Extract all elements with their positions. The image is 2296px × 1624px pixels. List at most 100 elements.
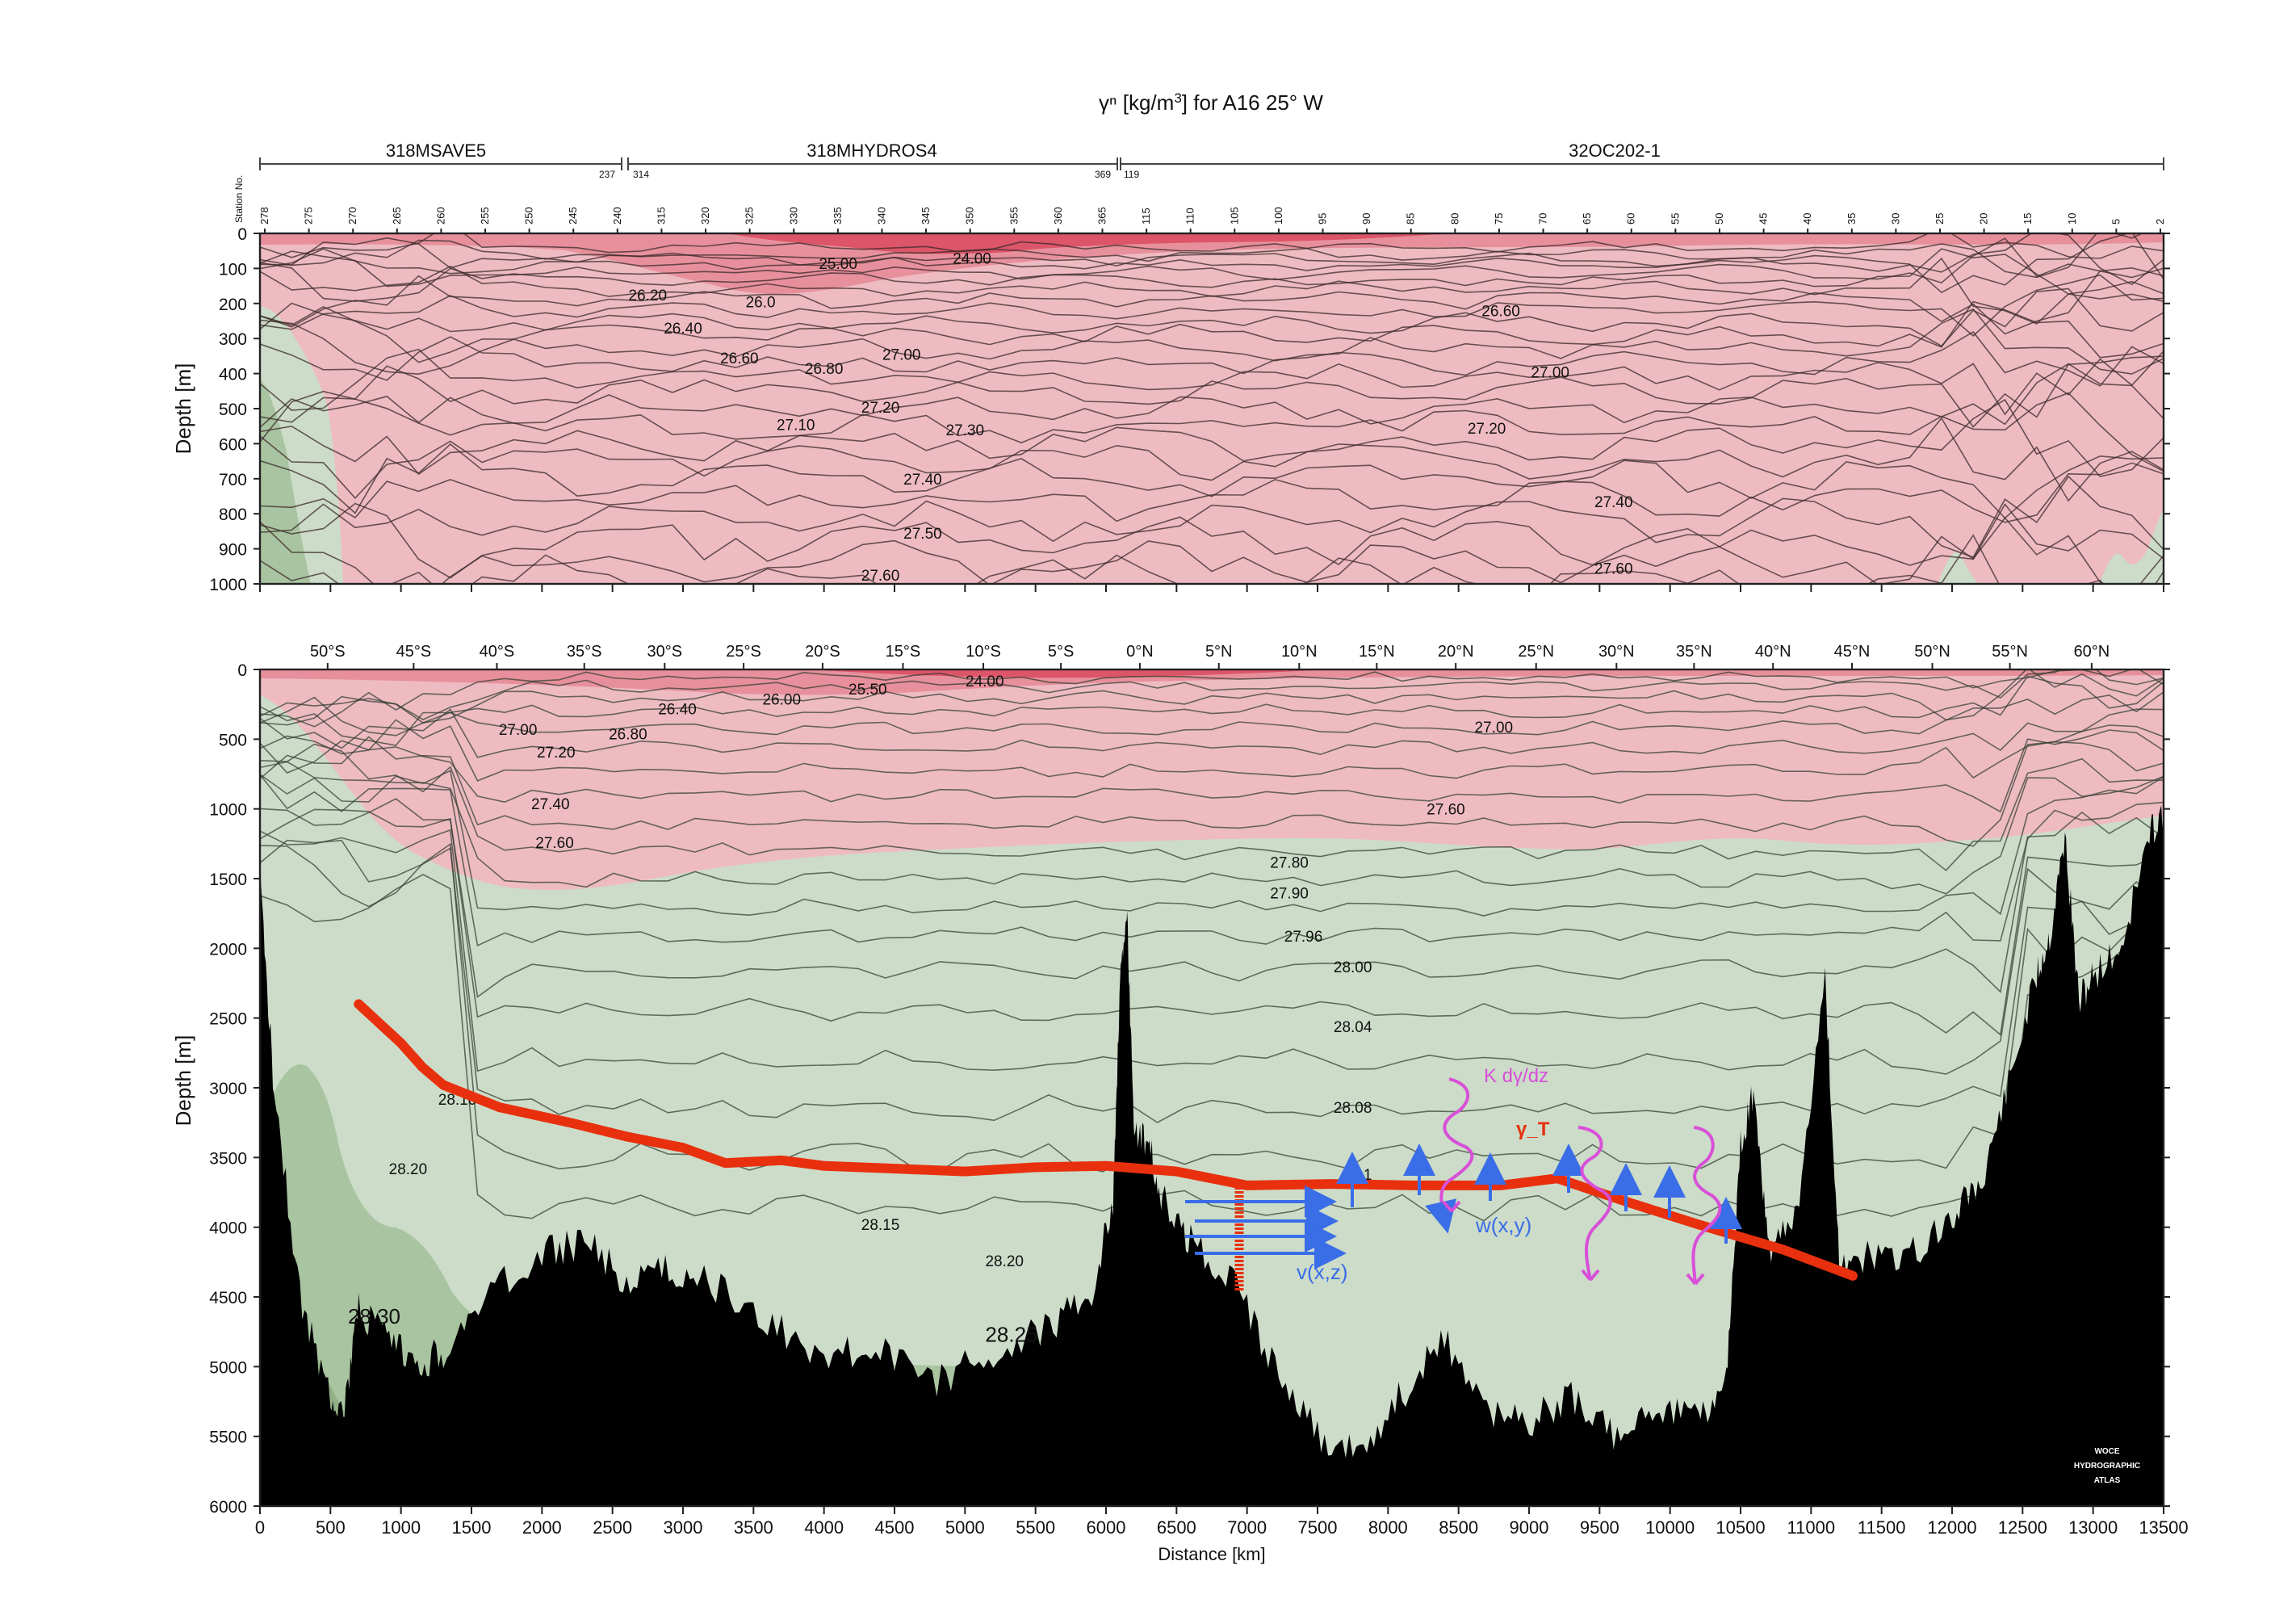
lower-contour-line	[260, 669, 2164, 724]
upper-contour-label: 27.50	[903, 526, 942, 543]
station-label: 30	[1889, 213, 1901, 225]
lower-contour-line	[260, 770, 2164, 917]
upper-contour-label: 27.40	[903, 472, 942, 489]
station-label: 70	[1537, 213, 1549, 225]
station-label: 245	[567, 207, 579, 225]
lower-y-tick-label: 1000	[209, 801, 247, 820]
lower-x-tick: 13500	[2139, 1506, 2189, 1538]
station-label: 240	[611, 207, 623, 225]
upper-y-tick-label: 0	[237, 225, 247, 244]
lower-contour-line	[260, 829, 2164, 1075]
lower-x-tick-label: 11000	[1787, 1517, 1836, 1538]
upper-contour-label: 27.20	[1468, 421, 1506, 438]
latitude-tick: 15°N	[1359, 643, 1395, 669]
figure-title: γⁿ [kg/m3] for A16 25° W	[1099, 90, 1323, 115]
lower-x-tick: 10000	[1645, 1506, 1695, 1538]
station-label: 55	[1669, 213, 1681, 225]
upper-contour-label: 26.0	[746, 295, 776, 312]
cruise-label-2: 318MHYDROS4	[807, 141, 936, 161]
upper-y-tick: 900	[219, 541, 2170, 560]
upper-contour-label: 26.60	[720, 350, 759, 367]
upper-contour-line	[260, 348, 2164, 416]
lower-x-tick-label: 12500	[1998, 1517, 2047, 1538]
lower-x-tick-label: 500	[316, 1517, 346, 1538]
latitude-tick: 10°S	[966, 643, 1001, 669]
latitude-tick-label: 35°N	[1676, 643, 1712, 661]
latitude-tick-label: 5°N	[1205, 643, 1233, 661]
lower-x-tick-label: 9000	[1510, 1517, 1549, 1538]
transport-label: v(x,z)	[1297, 1260, 1348, 1284]
upper-y-tick: 500	[219, 401, 2170, 419]
station-label: 110	[1184, 208, 1196, 225]
annotations: K dγ/dz γ_T w(x,y) v(x,z)	[354, 999, 1858, 1292]
lower-contour-label: 27.90	[1270, 885, 1309, 902]
lower-contour-label: 25.50	[848, 682, 887, 699]
lower-x-tick: 3000	[664, 1506, 703, 1538]
lower-x-tick: 12000	[1927, 1506, 1977, 1538]
upper-green-right	[2099, 509, 2164, 584]
station-label: 85	[1405, 213, 1417, 225]
woce-watermark: WOCE HYDROGRAPHIC ATLAS	[2074, 1447, 2140, 1485]
lower-ylabel: Depth [m]	[171, 1035, 195, 1127]
lower-x-tick-label: 3000	[664, 1517, 703, 1538]
lower-y-tick-label: 500	[219, 731, 247, 749]
latitude-tick-label: 35°S	[567, 643, 602, 661]
station-label: 100	[1272, 207, 1284, 225]
lower-y-tick: 4500	[209, 1289, 2170, 1307]
lower-y-tick-label: 3500	[209, 1149, 247, 1168]
lower-x-tick-label: 12000	[1927, 1517, 1976, 1538]
lower-x-tick-label: 10500	[1716, 1517, 1765, 1538]
upper-y-tick-label: 100	[219, 260, 247, 279]
upper-contour-label: 27.30	[946, 422, 985, 439]
latitude-tick: 35°S	[567, 643, 602, 669]
station-label: 50	[1713, 213, 1725, 225]
upper-panel: Depth [m] 0 100 200 300 400 500 600 700 800 900 10…	[171, 225, 2170, 594]
lower-y-tick: 5500	[209, 1429, 2170, 1447]
lower-surface-red-dark	[807, 669, 1332, 678]
lower-contour-label: 27.20	[537, 745, 576, 762]
latitude-tick-label: 50°N	[1914, 643, 1950, 661]
upper-contour-line	[260, 266, 2164, 335]
latitude-tick: 25°S	[726, 643, 761, 669]
lower-contour-label: 28.08	[1334, 1100, 1372, 1117]
station-label: 105	[1228, 207, 1240, 225]
lower-contour-line	[260, 808, 2164, 1036]
lower-y-tick: 1000	[209, 801, 2170, 820]
station-label: 115	[1140, 208, 1152, 225]
station-label: 25	[1934, 213, 1946, 225]
latitude-tick: 40°S	[480, 643, 514, 669]
latitude-tick: 0°N	[1126, 643, 1154, 669]
upper-y-tick-label: 600	[219, 435, 247, 454]
upper-surface-red-mid	[260, 233, 2164, 294]
lower-x-tick: 7500	[1298, 1506, 1337, 1538]
station-label: 5	[2110, 219, 2122, 225]
lower-x-tick: 13000	[2068, 1506, 2118, 1538]
upper-contour-line	[260, 300, 2164, 363]
station-label: 45	[1758, 213, 1770, 225]
latitude-tick: 10°N	[1281, 643, 1318, 669]
upper-contour-line	[260, 287, 2164, 347]
upper-contour-line	[260, 363, 2164, 428]
lower-contour-line	[260, 729, 2164, 813]
upper-y-tick: 300	[219, 330, 2170, 349]
lower-contour-line	[260, 669, 2164, 726]
lower-contour-label: 28.15	[861, 1217, 900, 1234]
latitude-tick-label: 10°S	[966, 643, 1001, 661]
latitude-tick: 20°N	[1438, 643, 1474, 669]
latitude-tick: 50°S	[310, 643, 346, 669]
upper-y-tick: 1000	[209, 576, 2170, 594]
lower-y-tick-label: 3000	[209, 1080, 247, 1098]
latitude-tick: 5°S	[1048, 643, 1074, 669]
upper-contour-label: 27.00	[1531, 364, 1569, 381]
lower-y-tick: 2000	[209, 940, 2170, 959]
upper-y-tick-label: 400	[219, 366, 247, 384]
upper-y-tick-label: 200	[219, 296, 247, 314]
cruise-start-station-3: 119	[1124, 169, 1139, 180]
upper-contour-label: 24.00	[953, 250, 991, 267]
upper-contour-line	[260, 462, 2164, 523]
lower-contour-label: 27.96	[1284, 929, 1323, 946]
lower-y-tick: 3500	[209, 1149, 2170, 1168]
lower-contour-line	[260, 691, 2164, 746]
latitude-tick-label: 10°N	[1281, 643, 1318, 661]
lower-contour-line	[260, 839, 2164, 1123]
